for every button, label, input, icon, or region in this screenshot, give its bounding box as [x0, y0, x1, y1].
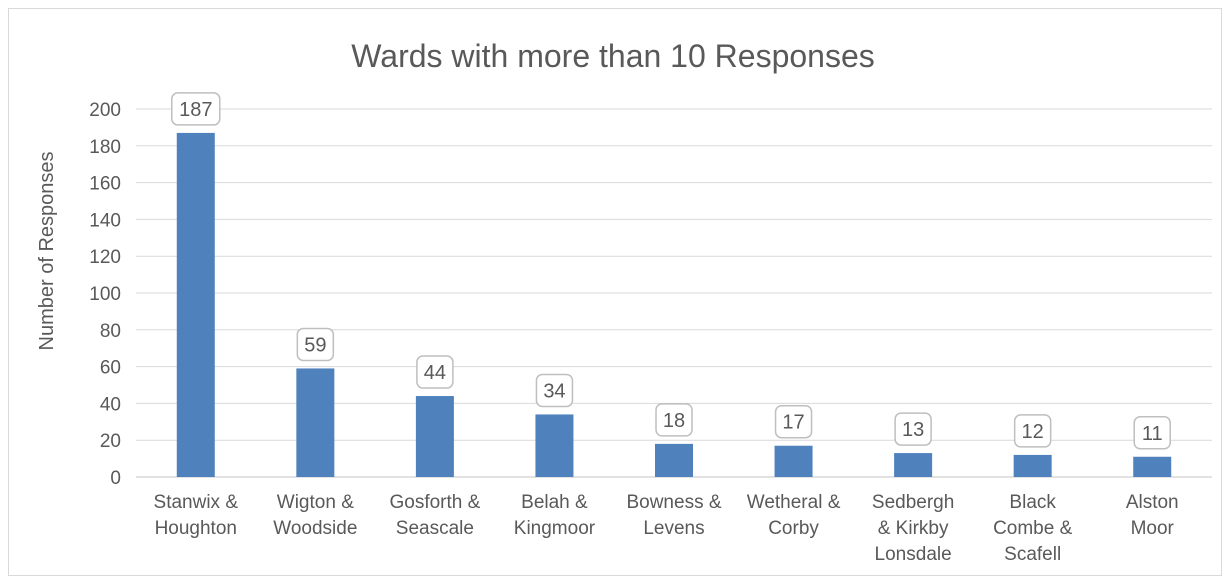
x-tick-label-line: Lonsdale: [875, 544, 952, 565]
x-tick-label: Belah & Kingmoor: [514, 492, 596, 539]
bar: [1013, 454, 1052, 477]
x-tick-label-line: Seascale: [396, 518, 474, 539]
y-tick-label: 40: [100, 394, 121, 415]
y-axis-label: Number of Responses: [36, 152, 58, 351]
bar: [535, 414, 574, 477]
x-tick-label-line: Black: [1009, 492, 1056, 513]
x-tick-label-line: Scafell: [1004, 544, 1061, 565]
data-labels: 187 59 44 34 18 17 13 12 11: [171, 92, 1171, 450]
x-axis-ticks: Stanwix & Houghton Wigton & Woodside Gosfort…: [154, 492, 1179, 565]
x-tick-label-line: Alston: [1126, 492, 1179, 513]
x-tick-label: Black Combe & Scafell: [993, 492, 1073, 565]
data-label: 187: [179, 99, 212, 121]
data-label-box: [894, 412, 932, 446]
chart-title: Wards with more than 10 Responses: [351, 38, 875, 74]
data-label: 44: [424, 362, 446, 384]
x-tick-label: Stanwix & Houghton: [154, 492, 239, 539]
x-tick-label-line: Combe &: [993, 518, 1073, 539]
x-tick-label-line: Wigton &: [277, 492, 354, 513]
x-tick-label-line: Moor: [1131, 518, 1175, 539]
y-tick-label: 140: [89, 210, 121, 231]
data-label: 13: [902, 419, 924, 441]
y-tick-label: 160: [89, 174, 121, 195]
data-label-box: [535, 373, 574, 408]
data-label: 11: [1142, 423, 1163, 445]
x-tick-label-line: Levens: [643, 518, 704, 539]
bar: [774, 445, 813, 477]
x-tick-label-line: Belah &: [521, 492, 588, 513]
x-tick-label: Wetheral & Corby: [747, 492, 841, 539]
bars: [176, 132, 1172, 478]
data-label-box: [1013, 414, 1052, 448]
y-axis-ticks: 0 20 40 60 80 100 120 140 160 180 200: [89, 100, 121, 489]
x-tick-label-line: Bowness &: [626, 492, 721, 513]
y-tick-label: 80: [100, 321, 121, 342]
chart-frame: Wards with more than 10 Responses Number…: [8, 8, 1222, 576]
x-tick-label: Gosforth & Seascale: [389, 492, 480, 539]
data-label: 34: [543, 380, 565, 402]
y-tick-label: 20: [100, 431, 121, 452]
x-tick-label-line: Stanwix &: [154, 492, 239, 513]
data-label-box: [296, 327, 335, 362]
bar: [1133, 456, 1172, 477]
bar: [894, 453, 933, 477]
data-label-box: [774, 404, 813, 439]
y-tick-label: 100: [89, 284, 121, 305]
y-tick-label: 0: [110, 468, 121, 489]
y-tick-label: 120: [89, 247, 121, 268]
x-tick-label-line: Woodside: [273, 518, 357, 539]
x-tick-label-line: & Kirkby: [878, 518, 949, 539]
data-label-box: [655, 403, 693, 437]
x-tick-label-line: Kingmoor: [514, 518, 596, 539]
bar: [296, 368, 335, 477]
data-label-box: [171, 92, 221, 126]
x-tick-label-line: Houghton: [155, 518, 237, 539]
y-tick-label: 200: [89, 100, 121, 121]
x-tick-label: Alston Moor: [1126, 492, 1179, 539]
x-tick-label-line: Sedbergh: [872, 492, 954, 513]
data-label: 12: [1022, 421, 1044, 443]
y-tick-label: 60: [100, 358, 121, 379]
y-tick-label: 180: [89, 137, 121, 158]
data-label: 17: [782, 412, 804, 434]
data-label-box: [1133, 416, 1171, 450]
bar: [655, 443, 693, 477]
bar: [176, 132, 215, 478]
data-label: 18: [663, 410, 685, 432]
x-tick-label-line: Corby: [768, 518, 819, 539]
data-label: 59: [304, 334, 326, 356]
bar: [415, 396, 454, 477]
x-tick-label: Wigton & Woodside: [273, 492, 357, 539]
x-tick-label: Bowness & Levens: [626, 492, 721, 539]
data-label-box: [416, 355, 454, 389]
x-tick-label: Sedbergh & Kirkby Lonsdale: [872, 492, 954, 565]
bar-chart: Wards with more than 10 Responses Number…: [36, 38, 1212, 565]
x-tick-label-line: Gosforth &: [389, 492, 480, 513]
x-tick-label-line: Wetheral &: [747, 492, 841, 513]
